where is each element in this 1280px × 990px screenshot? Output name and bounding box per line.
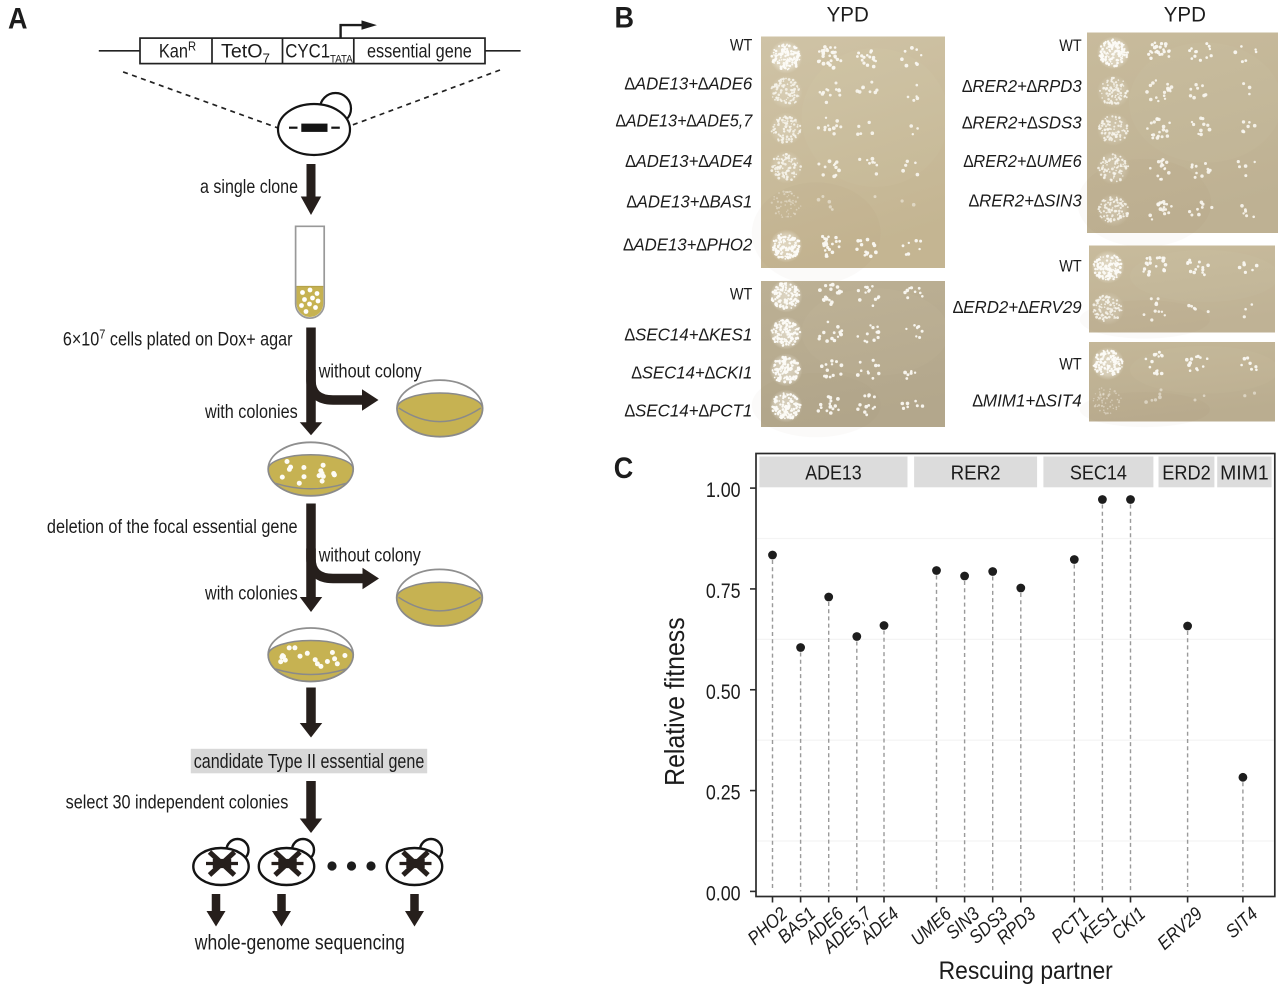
svg-text:WT: WT bbox=[730, 285, 753, 303]
svg-text:ADE13: ADE13 bbox=[805, 462, 861, 484]
svg-text:deletion of the focal essentia: deletion of the focal essential gene bbox=[47, 516, 298, 537]
svg-text:A: A bbox=[8, 2, 27, 36]
svg-text:0.75: 0.75 bbox=[706, 580, 741, 604]
svg-text:ERD2: ERD2 bbox=[1162, 463, 1210, 485]
svg-text:a single clone: a single clone bbox=[200, 176, 298, 198]
svg-text:∆ADE13+∆ADE5,7: ∆ADE13+∆ADE5,7 bbox=[616, 111, 753, 131]
svg-text:candidate Type II essential ge: candidate Type II essential gene bbox=[194, 749, 425, 772]
svg-text:WT: WT bbox=[1059, 37, 1082, 55]
svg-text:WT: WT bbox=[1059, 356, 1082, 374]
svg-text:∆SEC14+∆PCT1: ∆SEC14+∆PCT1 bbox=[625, 400, 753, 420]
svg-text:without colony: without colony bbox=[318, 544, 421, 566]
svg-text:∆ADE13+∆ADE4: ∆ADE13+∆ADE4 bbox=[625, 152, 752, 171]
svg-text:∆ADE13+∆PHO2: ∆ADE13+∆PHO2 bbox=[623, 234, 753, 254]
svg-text:essential gene: essential gene bbox=[367, 40, 472, 61]
svg-text:∆SEC14+∆KES1: ∆SEC14+∆KES1 bbox=[625, 324, 753, 344]
svg-text:B: B bbox=[615, 1, 634, 35]
svg-text:∆ADE13+∆BAS1: ∆ADE13+∆BAS1 bbox=[627, 192, 753, 211]
svg-text:RER2: RER2 bbox=[951, 462, 1001, 485]
svg-text:MIM1: MIM1 bbox=[1220, 462, 1269, 484]
svg-text:∆RER2+∆UME6: ∆RER2+∆UME6 bbox=[963, 151, 1082, 171]
svg-text:1.00: 1.00 bbox=[706, 479, 741, 503]
svg-text:SEC14: SEC14 bbox=[1070, 462, 1128, 484]
svg-text:YPD: YPD bbox=[1164, 3, 1206, 27]
svg-text:∆RER2+∆SIN3: ∆RER2+∆SIN3 bbox=[969, 190, 1082, 210]
svg-text:without colony: without colony bbox=[318, 360, 422, 381]
svg-text:6×107 cells plated on Dox+ aga: 6×107 cells plated on Dox+ agar bbox=[63, 327, 293, 350]
svg-text:whole-genome sequencing: whole-genome sequencing bbox=[194, 931, 405, 955]
svg-text:∆RER2+∆RPD3: ∆RER2+∆RPD3 bbox=[962, 77, 1082, 96]
svg-text:∆MIM1+∆SIT4: ∆MIM1+∆SIT4 bbox=[972, 390, 1081, 410]
svg-text:0.50: 0.50 bbox=[706, 680, 741, 704]
svg-text:∆RER2+∆SDS3: ∆RER2+∆SDS3 bbox=[962, 112, 1082, 132]
svg-text:KanR: KanR bbox=[159, 39, 196, 62]
svg-text:with colonies: with colonies bbox=[204, 582, 298, 604]
svg-text:with colonies: with colonies bbox=[204, 401, 298, 423]
svg-text:select 30 independent colonies: select 30 independent colonies bbox=[66, 791, 289, 813]
svg-text:TetO7: TetO7 bbox=[221, 42, 270, 66]
svg-text:Rescuing partner: Rescuing partner bbox=[939, 957, 1113, 985]
svg-text:WT: WT bbox=[730, 37, 753, 55]
svg-text:YPD: YPD bbox=[827, 3, 869, 27]
svg-text:0.00: 0.00 bbox=[706, 882, 741, 906]
svg-text:∆SEC14+∆CKI1: ∆SEC14+∆CKI1 bbox=[631, 362, 752, 382]
svg-text:∆ADE13+∆ADE6: ∆ADE13+∆ADE6 bbox=[625, 73, 753, 93]
svg-text:Relative fitness: Relative fitness bbox=[659, 617, 691, 786]
svg-text:C: C bbox=[614, 452, 633, 486]
svg-text:WT: WT bbox=[1059, 258, 1082, 276]
svg-text:0.25: 0.25 bbox=[706, 781, 741, 805]
svg-text:∆ERD2+∆ERV29: ∆ERD2+∆ERV29 bbox=[953, 297, 1082, 317]
